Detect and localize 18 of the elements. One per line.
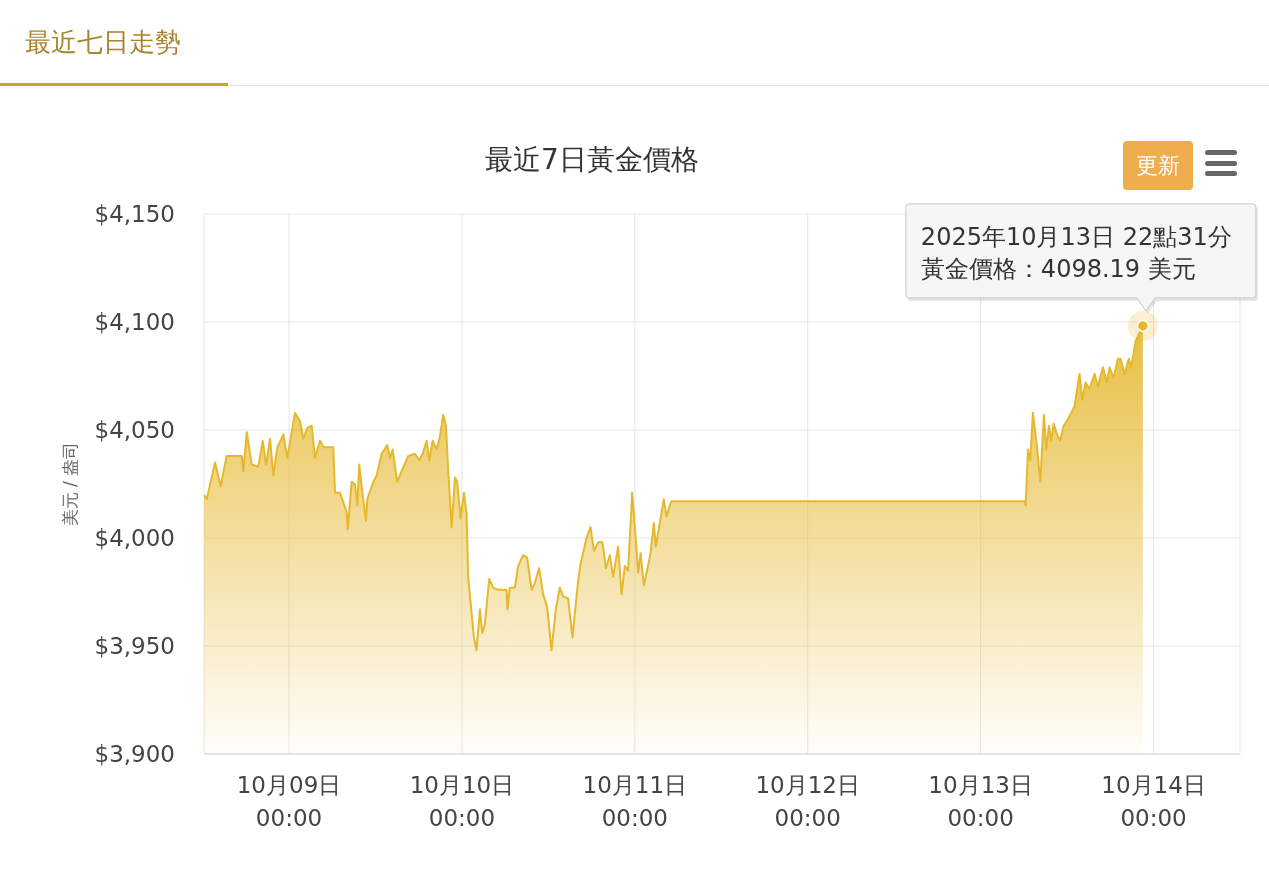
y-tick-label: $4,100	[94, 309, 175, 336]
tab: 最近七日走勢	[0, 0, 228, 86]
annotation: 黃金價格：4098.19 美元	[920, 254, 1196, 283]
y-axis-title: 美元 / 盎司	[60, 441, 80, 527]
y-tick-label: $4,150	[94, 201, 175, 228]
chart-title: 最近7日黃金價格	[485, 143, 699, 176]
update-button: 更新	[1123, 141, 1193, 190]
y-tick-label: $4,050	[94, 417, 175, 444]
annotation: 2025年10月13日 22點31分	[920, 222, 1232, 251]
x-tick-label: 10月09日 00:00	[236, 772, 342, 831]
x-tick-label: 10月11日 00:00	[582, 772, 688, 831]
x-tick-label: 10月10日 00:00	[409, 772, 515, 831]
y-tick-label: $3,950	[94, 633, 175, 660]
x-tick-label: 10月14日 00:00	[1101, 772, 1206, 831]
y-tick-label: $3,900	[94, 741, 175, 768]
y-tick-label: $4,000	[94, 525, 175, 552]
x-tick-label: 10月13日 00:00	[928, 772, 1033, 831]
x-tick-label: 10月12日 00:00	[755, 772, 861, 831]
